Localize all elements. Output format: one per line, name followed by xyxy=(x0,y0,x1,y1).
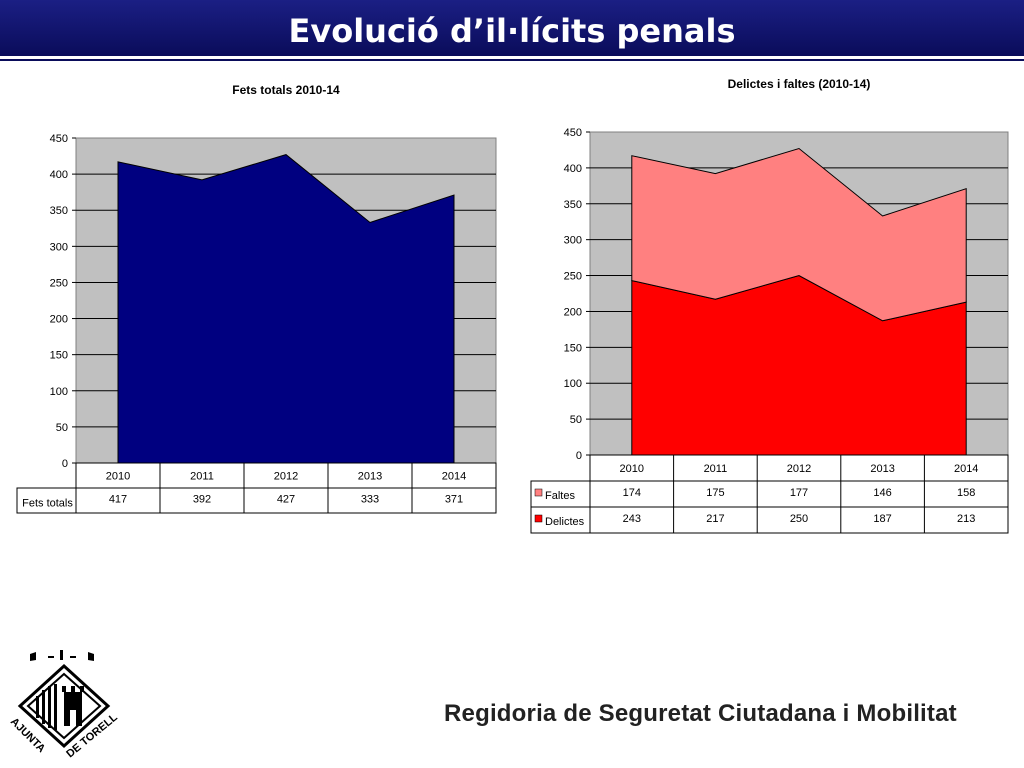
data-label: 371 xyxy=(445,494,463,506)
data-label: 392 xyxy=(193,494,211,506)
shield-inner xyxy=(26,672,102,740)
data-label: 333 xyxy=(361,494,379,506)
data-label: 217 xyxy=(706,513,724,525)
chart-title-fets-totals: Fets totals 2010-14 xyxy=(232,83,340,97)
data-label: 250 xyxy=(790,513,808,525)
x-category-label: 2013 xyxy=(870,463,894,475)
legend-label: Delictes xyxy=(545,516,585,528)
shield-diamond xyxy=(17,663,111,749)
x-category-label: 2011 xyxy=(704,463,728,475)
y-tick-label: 350 xyxy=(564,199,582,211)
data-label: 177 xyxy=(790,487,808,499)
data-label: 243 xyxy=(623,513,641,525)
crown-marks xyxy=(30,650,94,661)
x-category-label: 2012 xyxy=(787,463,811,475)
x-category-label: 2012 xyxy=(274,471,298,483)
y-tick-label: 300 xyxy=(50,241,68,253)
x-category-label: 2014 xyxy=(954,463,978,475)
x-category-label: 2010 xyxy=(620,463,644,475)
legend-key xyxy=(534,488,543,497)
y-tick-label: 100 xyxy=(50,386,68,398)
data-table xyxy=(589,454,1009,534)
y-tick-label: 300 xyxy=(564,235,582,247)
y-tick-label: 0 xyxy=(62,458,68,470)
stripes xyxy=(36,684,57,730)
x-category-label: 2013 xyxy=(358,471,382,483)
data-label: 158 xyxy=(957,487,975,499)
y-tick-label: 150 xyxy=(564,342,582,354)
data-label: 213 xyxy=(957,513,975,525)
area-faltes xyxy=(631,147,967,322)
x-category-label: 2011 xyxy=(190,471,214,483)
x-category-label: 2014 xyxy=(442,471,466,483)
y-tick-label: 150 xyxy=(50,350,68,362)
title-bar: Evolució d’il·lícits penals xyxy=(0,0,1024,59)
table-row-label: Fets totals xyxy=(22,498,73,510)
municipal-logo: AJUNTAMENT DE TORELLÓ xyxy=(4,648,120,760)
page-title: Evolució d’il·lícits penals xyxy=(288,12,736,50)
y-tick-label: 200 xyxy=(564,306,582,318)
footer-department: Regidoria de Seguretat Ciutadana i Mobil… xyxy=(444,700,957,727)
tower-icon xyxy=(62,686,84,726)
y-tick-label: 250 xyxy=(50,277,68,289)
y-tick-label: 350 xyxy=(50,205,68,217)
y-tick-label: 100 xyxy=(564,378,582,390)
y-tick-label: 250 xyxy=(564,271,582,283)
chart-title-delictes-faltes: Delictes i faltes (2010-14) xyxy=(727,77,871,91)
legend-label: Faltes xyxy=(545,490,575,502)
y-tick-label: 200 xyxy=(50,314,68,326)
data-label: 175 xyxy=(706,487,724,499)
data-label: 187 xyxy=(873,513,891,525)
y-tick-label: 50 xyxy=(56,422,68,434)
y-tick-label: 0 xyxy=(576,450,582,462)
data-label: 146 xyxy=(873,487,891,499)
y-tick-label: 450 xyxy=(564,127,582,139)
data-label: 427 xyxy=(277,494,295,506)
data-label: 417 xyxy=(109,494,127,506)
x-category-label: 2010 xyxy=(106,471,130,483)
data-label: 174 xyxy=(623,487,641,499)
y-tick-label: 400 xyxy=(50,169,68,181)
y-tick-label: 400 xyxy=(564,163,582,175)
y-tick-label: 450 xyxy=(50,133,68,145)
y-tick-label: 50 xyxy=(570,414,582,426)
legend-key xyxy=(534,514,543,523)
